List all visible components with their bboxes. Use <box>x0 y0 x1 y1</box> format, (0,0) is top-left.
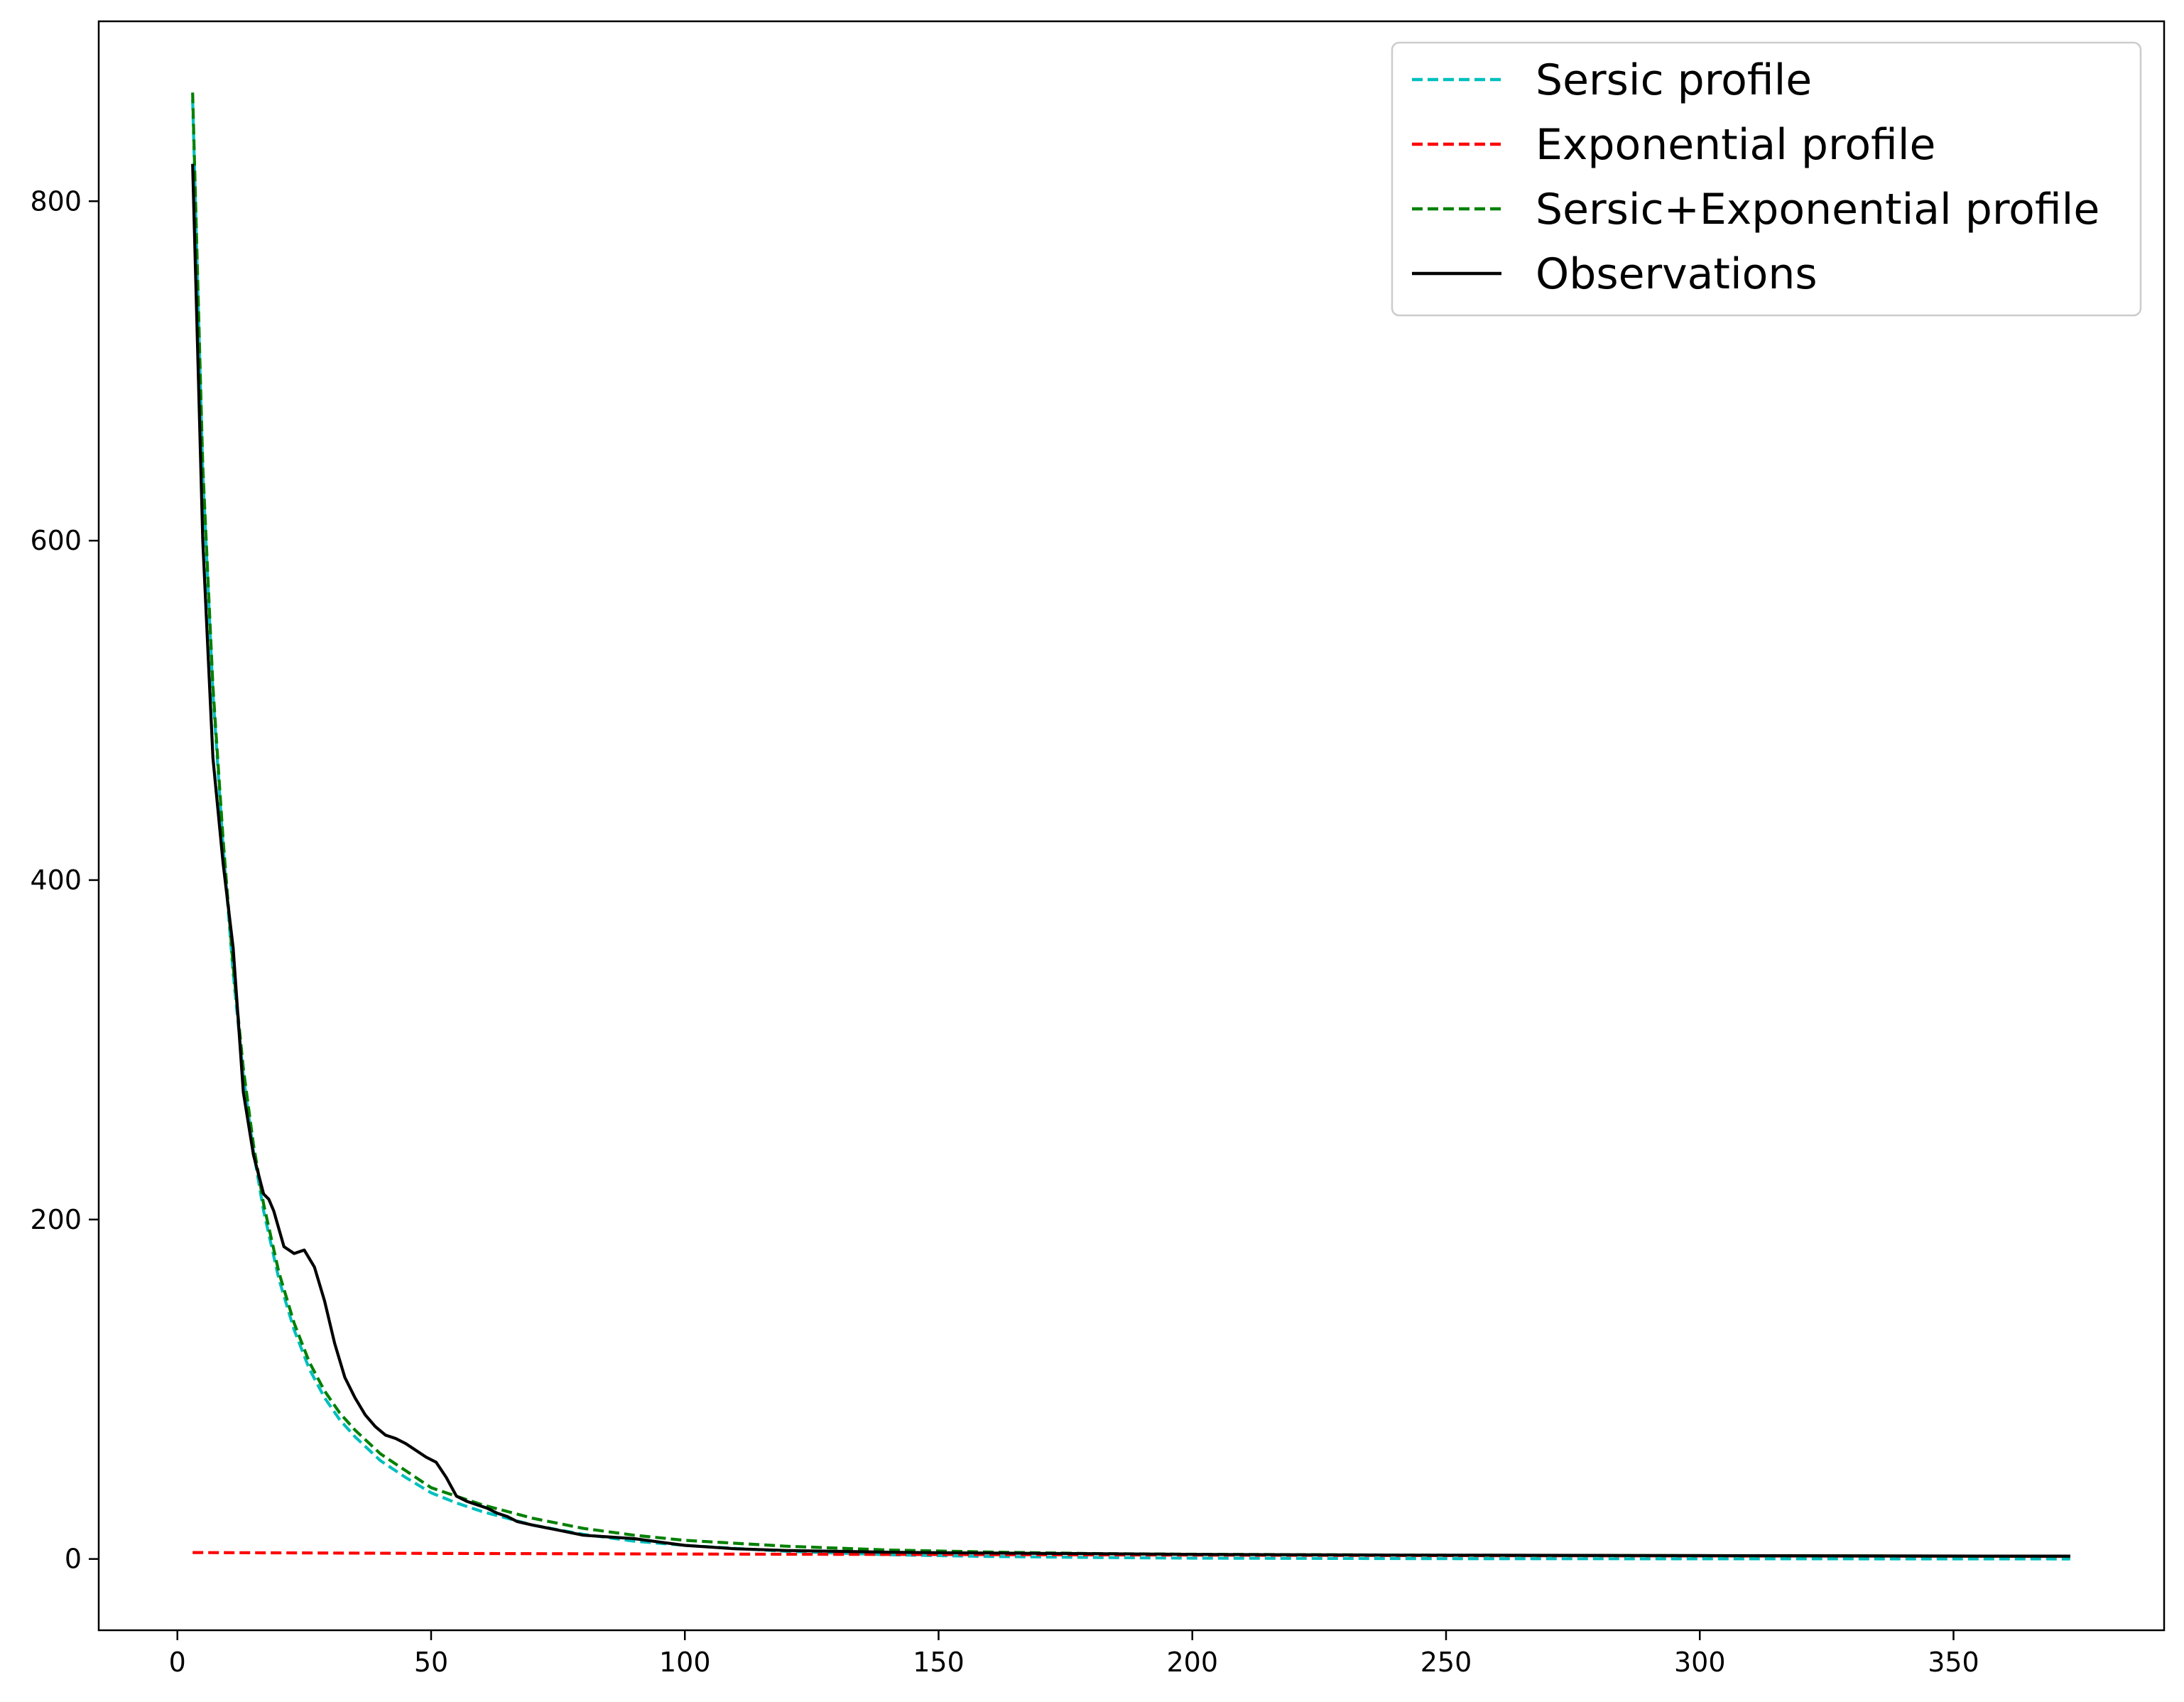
series-line-observations <box>191 163 2070 1558</box>
legend-box <box>1391 41 2142 317</box>
legend-label-exponential-profile: Exponential profile <box>1536 120 1935 170</box>
x-tick-label: 50 <box>414 1647 448 1678</box>
x-tick-label: 300 <box>1674 1647 1726 1678</box>
x-tick-label: 250 <box>1420 1647 1472 1678</box>
y-tick-label: 200 <box>30 1204 82 1235</box>
y-tick-label: 600 <box>30 525 82 556</box>
legend: Sersic profile Exponential profile Sersic+… <box>1391 41 2142 317</box>
y-axis-ticks: 0 200 400 600 800 <box>30 185 99 1575</box>
legend-label-observations: Observations <box>1536 249 1818 299</box>
series-layer <box>191 92 2070 1561</box>
x-axis-ticks: 0 50 100 150 200 250 300 350 <box>169 1630 1979 1678</box>
y-tick-label: 800 <box>30 185 82 217</box>
legend-label-sersic-profile: Sersic profile <box>1536 55 1812 105</box>
x-tick-label: 200 <box>1166 1647 1218 1678</box>
y-tick-label: 400 <box>30 864 82 896</box>
series-line-sersic-exponential-profile <box>191 92 2070 1558</box>
y-tick-label: 0 <box>65 1544 82 1575</box>
axes-frame <box>97 20 2166 1632</box>
x-tick-label: 150 <box>913 1647 965 1678</box>
series-line-sersic-profile <box>191 99 2070 1561</box>
x-tick-label: 100 <box>659 1647 711 1678</box>
x-tick-label: 0 <box>169 1647 186 1678</box>
x-tick-label: 350 <box>1928 1647 1979 1678</box>
legend-label-sersic-exponential-profile: Sersic+Exponential profile <box>1536 185 2099 234</box>
